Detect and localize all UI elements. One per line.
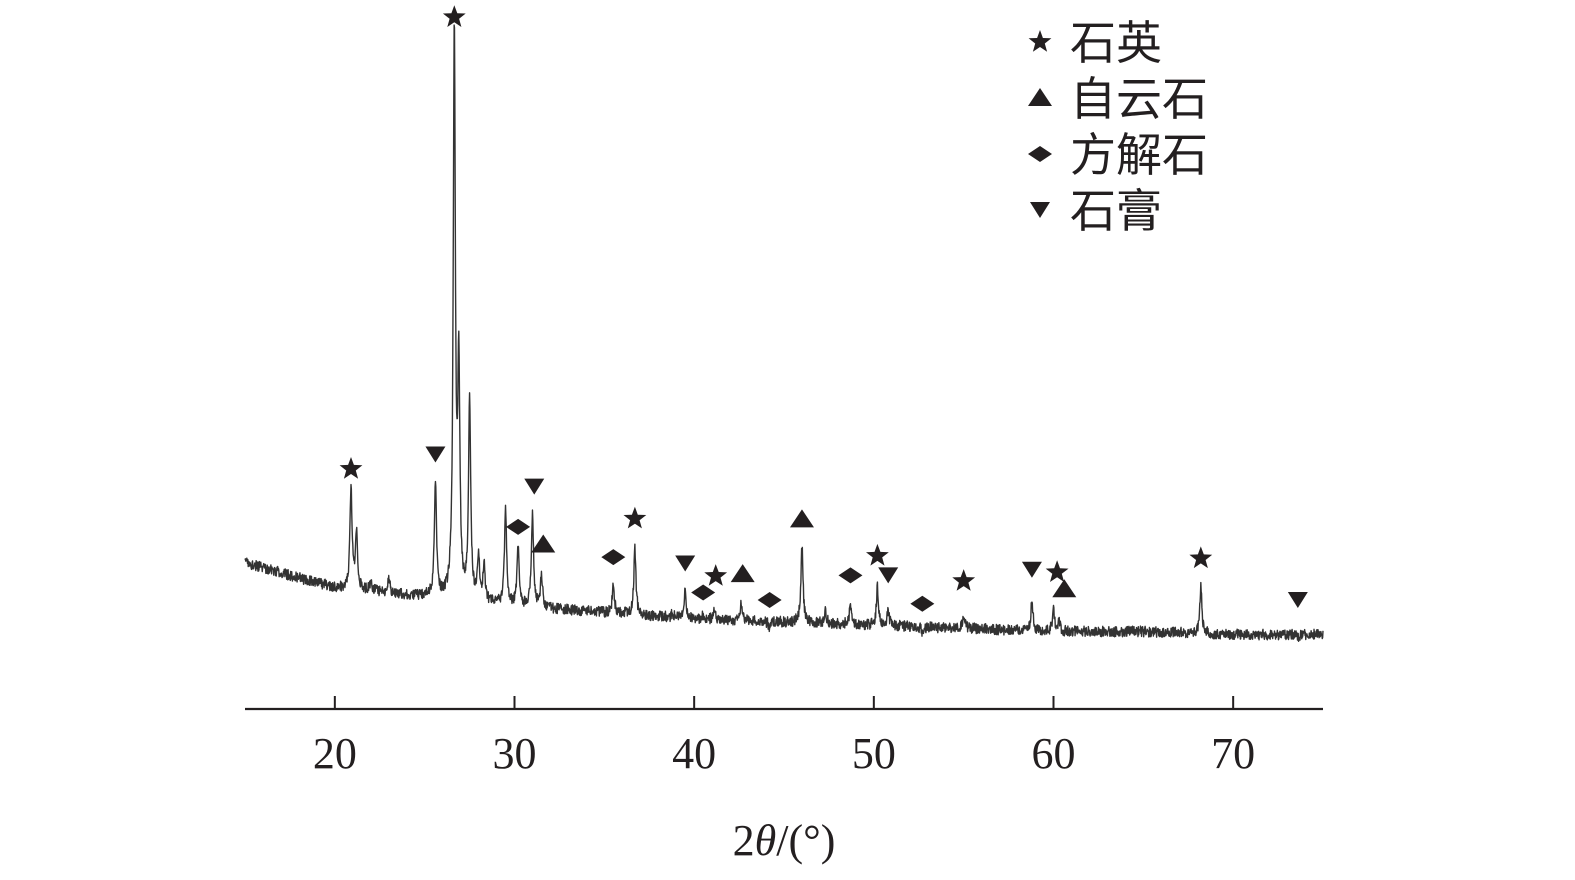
star-marker-1 [442,5,466,28]
triangle-down-marker-21 [878,567,899,584]
star-marker-4 [866,543,889,566]
triangle-down-marker-19 [524,478,545,495]
x-axis-title-symbol: θ [755,816,777,865]
triangle-up-marker-11 [1052,579,1077,598]
legend-triangle-down-icon [1030,202,1050,218]
diamond-marker-15 [757,592,782,608]
x-tick-label-20: 20 [313,729,357,778]
diamond-marker-13 [601,549,626,566]
x-tick-label-30: 30 [493,729,537,778]
x-tick-label-70: 70 [1211,729,1255,778]
x-axis-title: 2θ/(°) [733,816,836,865]
legend-star-icon [1028,30,1052,52]
x-tick-label-60: 60 [1032,729,1076,778]
phase-markers [339,5,1308,612]
star-marker-0 [339,457,363,479]
triangle-up-marker-10 [789,509,814,528]
x-axis-title-suffix: /(°) [776,816,835,865]
legend-label-0: 石英 [1070,16,1162,70]
x-tick-label-40: 40 [672,729,716,778]
legend-label-2: 方解石 [1070,128,1208,182]
xrd-pattern-line [244,24,1324,643]
legend-triangle-up-icon [1028,88,1052,106]
star-marker-6 [1045,560,1069,582]
star-marker-3 [704,564,728,586]
x-axis-title-prefix: 2 [733,816,755,865]
legend-label-1: 自云石 [1070,72,1208,126]
triangle-down-marker-22 [1021,561,1042,578]
x-axis-ticks: 20 30 40 50 60 70 [313,696,1255,778]
diamond-marker-16 [838,567,863,584]
x-tick-label-50: 50 [852,729,896,778]
legend-label-3: 石膏 [1070,184,1162,238]
legend-diamond-icon [1028,146,1052,162]
triangle-down-marker-20 [675,555,696,572]
triangle-down-marker-18 [425,446,446,463]
star-marker-7 [1189,546,1213,569]
star-marker-2 [623,506,647,529]
diamond-marker-12 [506,518,531,535]
diamond-marker-14 [691,584,716,601]
star-marker-5 [952,569,976,591]
triangle-down-marker-23 [1287,592,1308,608]
diamond-marker-17 [910,595,935,612]
triangle-up-marker-8 [531,534,556,553]
triangle-up-marker-9 [730,564,755,583]
